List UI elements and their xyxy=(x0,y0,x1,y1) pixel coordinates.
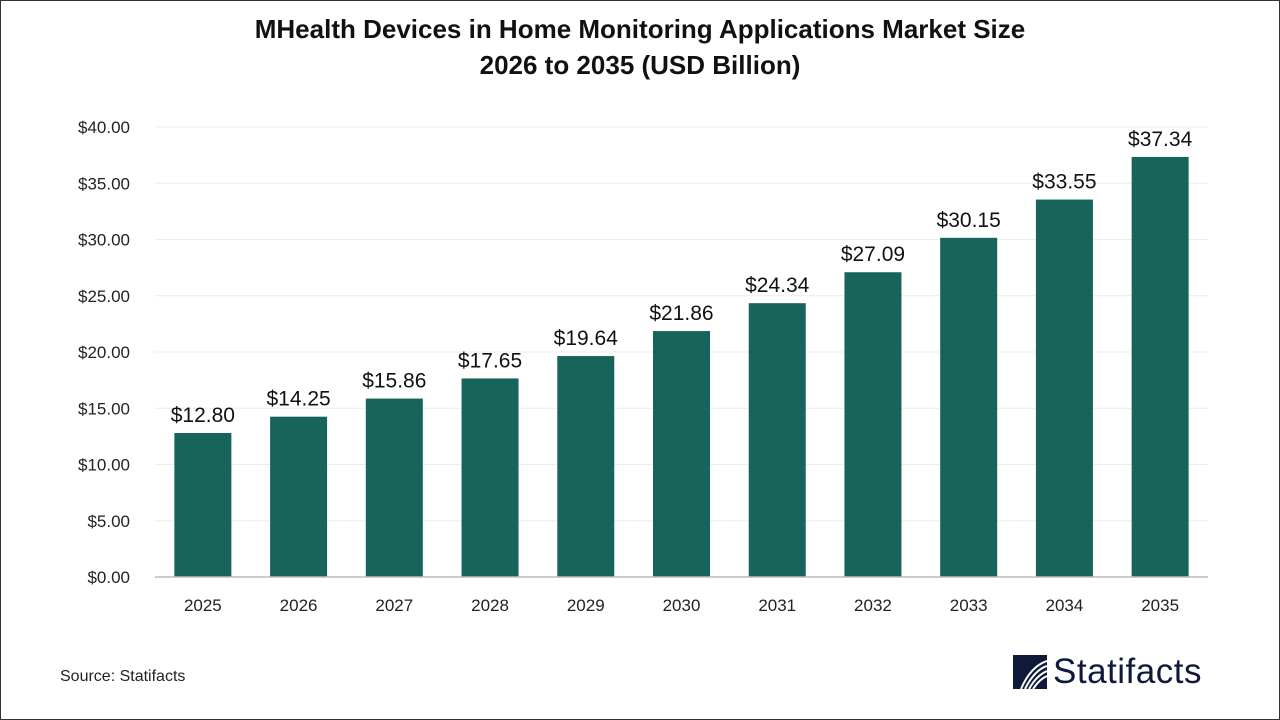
data-label: $27.09 xyxy=(841,243,905,266)
x-tick-label: 2032 xyxy=(854,596,892,615)
bar-2030 xyxy=(653,331,710,577)
data-label: $24.34 xyxy=(745,274,810,297)
x-tick-label: 2025 xyxy=(184,596,222,615)
bar-2035 xyxy=(1131,156,1189,578)
y-tick-label: $30.00 xyxy=(78,231,130,250)
y-tick-label: $40.00 xyxy=(78,118,130,137)
x-tick-label: 2030 xyxy=(663,596,701,615)
data-label: $12.80 xyxy=(171,404,235,427)
y-tick-label: $0.00 xyxy=(87,568,130,587)
logo-text: Statifacts xyxy=(1053,652,1202,691)
x-tick-label: 2028 xyxy=(471,596,509,615)
statifacts-logo-icon xyxy=(1013,655,1047,689)
y-tick-label: $5.00 xyxy=(87,512,130,531)
data-label: $33.55 xyxy=(1032,171,1096,194)
chart-subtitle: 2026 to 2035 (USD Billion) xyxy=(479,50,801,80)
data-label: $14.25 xyxy=(266,388,330,411)
y-tick-label: $15.00 xyxy=(78,399,130,418)
data-label: $21.86 xyxy=(649,302,713,325)
bar-2029 xyxy=(557,356,615,577)
x-tick-label: 2034 xyxy=(1045,596,1083,615)
data-label: $30.15 xyxy=(937,209,1001,232)
chart-title: MHealth Devices in Home Monitoring Appli… xyxy=(254,14,1026,44)
data-label: $19.64 xyxy=(554,327,619,350)
bar-2033 xyxy=(940,237,998,577)
data-label: $15.86 xyxy=(362,370,426,393)
bar-2031 xyxy=(748,303,806,577)
statifacts-logo: Statifacts xyxy=(1013,652,1202,692)
x-tick-label: 2035 xyxy=(1141,596,1179,615)
x-tick-label: 2026 xyxy=(280,596,318,615)
x-tick-label: 2031 xyxy=(758,596,796,615)
data-label: $17.65 xyxy=(458,349,522,372)
y-tick-label: $10.00 xyxy=(78,456,130,475)
x-tick-label: 2027 xyxy=(375,596,413,615)
y-tick-label: $20.00 xyxy=(78,343,130,362)
source-note: Source: Statifacts xyxy=(60,668,186,685)
bar-2034 xyxy=(1035,199,1093,577)
bar-2028 xyxy=(461,378,519,577)
bar-2026 xyxy=(270,416,328,577)
y-tick-label: $35.00 xyxy=(78,174,130,193)
bar-2025 xyxy=(174,433,232,577)
bar-2027 xyxy=(365,398,423,577)
data-label: $37.34 xyxy=(1128,128,1193,151)
bar-2032 xyxy=(844,272,902,577)
x-tick-label: 2029 xyxy=(567,596,605,615)
x-tick-label: 2033 xyxy=(950,596,988,615)
y-tick-label: $25.00 xyxy=(78,287,130,306)
